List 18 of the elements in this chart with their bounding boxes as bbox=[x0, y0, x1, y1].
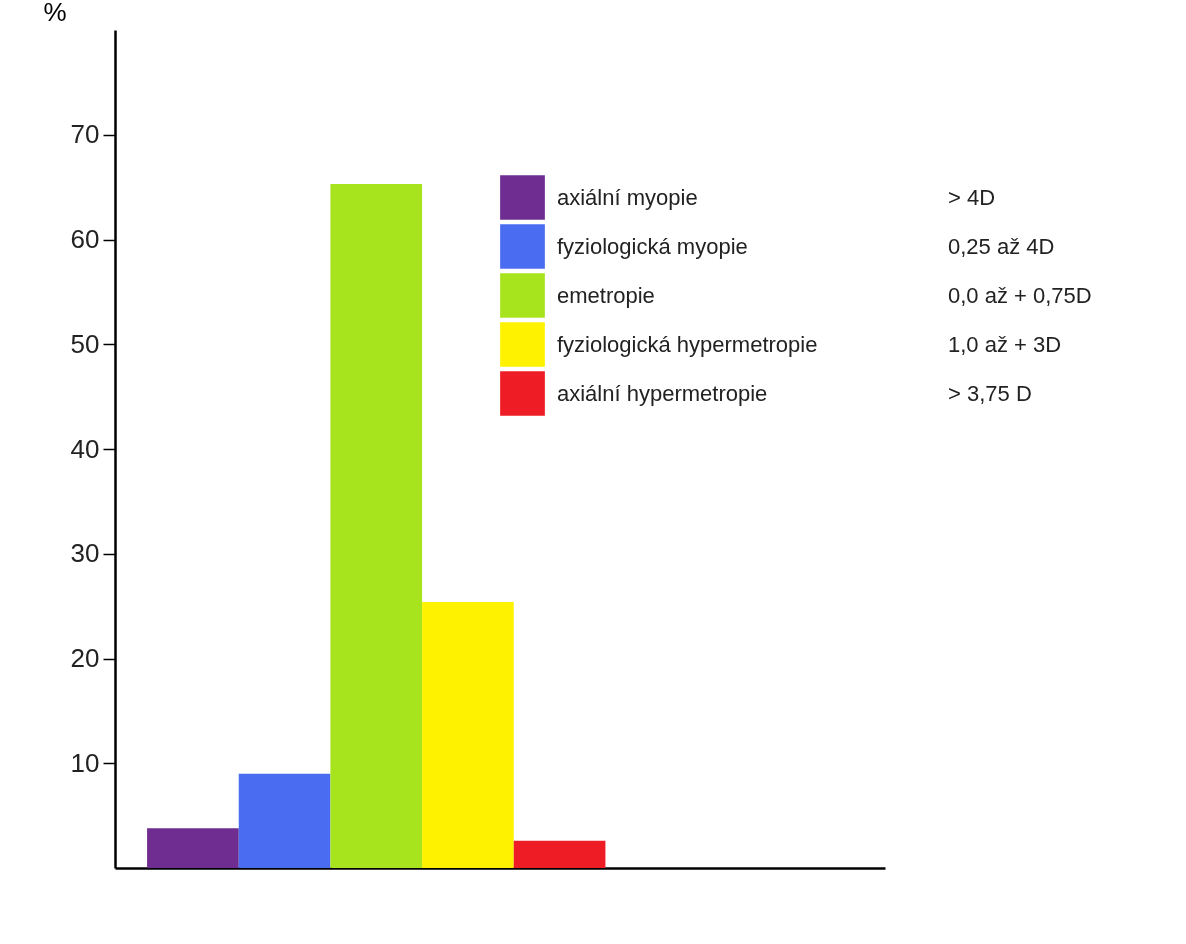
y-tick-label: 20 bbox=[70, 643, 100, 673]
text: > 4D bbox=[948, 184, 996, 210]
y-tick-label: 40 bbox=[70, 433, 100, 464]
y-tick-label: 10 bbox=[70, 747, 100, 778]
text: 0,0 až + 0,75D bbox=[948, 282, 1092, 308]
y-tick-label: 60 bbox=[70, 224, 100, 254]
legend-label: axiální myopie bbox=[557, 184, 698, 210]
legend-label: fyziologická hypermetropie bbox=[557, 331, 818, 357]
y-tick-label: 70 bbox=[70, 119, 100, 150]
y-axis-title: % bbox=[43, 0, 67, 27]
legend-label: axiální hypermetropie bbox=[557, 380, 768, 406]
text: > 3,75 D bbox=[948, 380, 1032, 406]
y-tick-label: 30 bbox=[70, 538, 100, 569]
legend-label: emetropie bbox=[557, 282, 655, 308]
y-tick-label: 50 bbox=[70, 328, 100, 359]
text: 0,25 až 4D bbox=[948, 233, 1055, 259]
text: 1,0 až + 3D bbox=[948, 331, 1062, 357]
legend-label: fyziologická myopie bbox=[557, 233, 748, 259]
